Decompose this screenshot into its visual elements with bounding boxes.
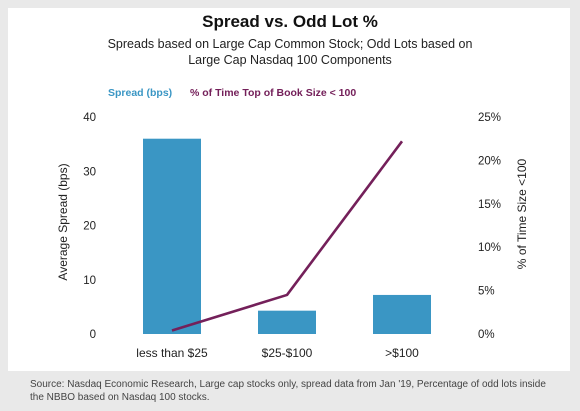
left-axis-ticks: 0 10 20 30 40 (83, 112, 96, 341)
x-category-label: less than $25 (136, 346, 208, 360)
x-axis-labels: less than $25 $25-$100 >$100 (136, 346, 419, 360)
right-tick-label: 20% (478, 155, 501, 167)
subtitle-line-2: Large Cap Nasdaq 100 Components (188, 53, 392, 67)
bar (143, 138, 201, 334)
chart-title: Spread vs. Odd Lot % (202, 12, 378, 31)
source-note: Source: Nasdaq Economic Research, Large … (30, 379, 546, 403)
left-tick-label: 20 (83, 221, 96, 233)
left-tick-label: 40 (83, 112, 96, 124)
left-tick-label: 30 (83, 166, 96, 178)
right-axis-ticks: 0% 5% 10% 15% 20% 25% (478, 112, 501, 341)
legend-spread: Spread (bps) (108, 87, 173, 99)
chart-panel (8, 8, 570, 371)
right-tick-label: 25% (478, 112, 501, 124)
left-tick-label: 0 (90, 329, 96, 341)
bar (258, 310, 316, 334)
right-tick-label: 5% (478, 286, 495, 298)
bar (373, 294, 431, 334)
subtitle-line-1: Spreads based on Large Cap Common Stock;… (107, 37, 473, 51)
line-series-path (171, 140, 404, 332)
right-tick-label: 10% (478, 242, 501, 254)
left-tick-label: 10 (83, 275, 96, 287)
right-tick-label: 0% (478, 329, 495, 341)
legend-odd-lot: % of Time Top of Book Size < 100 (190, 87, 357, 99)
right-axis-title: % of Time Size <100 (515, 158, 529, 269)
chart-subtitle: Spreads based on Large Cap Common Stock;… (90, 36, 490, 68)
x-category-label: $25-$100 (262, 346, 313, 360)
line-series (171, 140, 404, 332)
right-tick-label: 15% (478, 199, 501, 211)
x-category-label: >$100 (385, 346, 419, 360)
left-axis-title: Average Spread (bps) (56, 163, 70, 280)
bar-series (143, 138, 431, 334)
